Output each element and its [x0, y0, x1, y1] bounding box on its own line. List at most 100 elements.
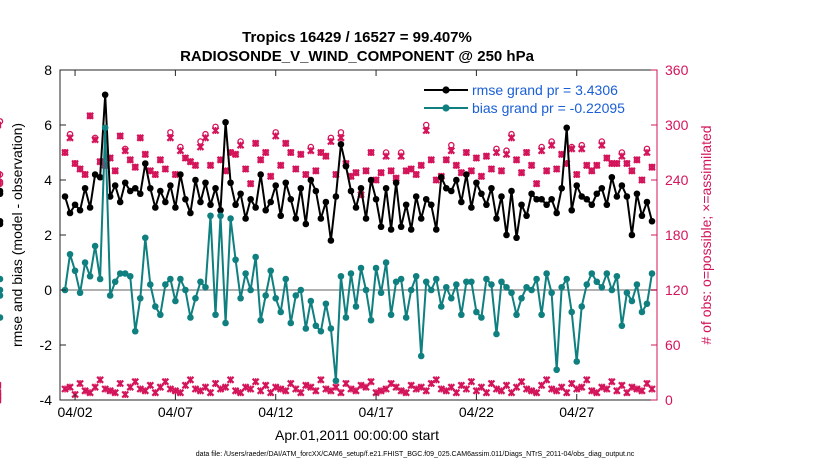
- rmse-point: [633, 190, 641, 198]
- bias-point: [397, 275, 405, 283]
- obs-possible-point: [0, 171, 4, 178]
- bias-point: [407, 286, 415, 294]
- bias-point: [553, 366, 560, 374]
- bias-point: [227, 215, 234, 222]
- obs-assimilated-point: [633, 156, 641, 164]
- bias-point: [643, 300, 651, 308]
- obs-assimilated-point: [231, 150, 240, 159]
- obs-assimilated-point: [588, 167, 596, 175]
- rmse-point: [648, 217, 656, 225]
- obs-assimilated-point: [352, 168, 360, 177]
- obs-assimilated-point: [66, 383, 74, 391]
- rmse-point: [322, 198, 330, 206]
- bias-point: [167, 275, 174, 283]
- rmse-point: [121, 179, 129, 187]
- rmse-point: [523, 212, 530, 220]
- rmse-point: [212, 184, 219, 192]
- obs-assimilated-point: [382, 385, 390, 393]
- bias-point: [382, 259, 390, 266]
- obs-assimilated-point: [618, 152, 626, 160]
- obs-assimilated-point: [281, 387, 290, 395]
- obs-assimilated-point: [593, 388, 601, 397]
- obs-assimilated-point: [588, 387, 596, 395]
- obs-assimilated-point: [477, 383, 486, 391]
- obs-assimilated-point: [517, 168, 526, 177]
- obs-assimilated-point: [512, 383, 521, 391]
- y-tick-label: 6: [44, 117, 52, 133]
- rmse-point: [478, 190, 485, 198]
- rmse-point: [397, 223, 405, 231]
- obs-assimilated-point: [211, 126, 220, 135]
- obs-assimilated-point: [206, 161, 215, 170]
- obs-assimilated-point: [562, 388, 571, 397]
- rmse-point: [147, 184, 154, 192]
- obs-assimilated-point: [427, 156, 436, 164]
- obs-assimilated-point: [196, 143, 205, 151]
- bias-point: [136, 294, 144, 302]
- rmse-point: [272, 182, 280, 189]
- bias-point: [377, 289, 385, 297]
- bias-point: [212, 311, 219, 319]
- obs-assimilated-point: [111, 167, 119, 175]
- obs-assimilated-point: [537, 146, 546, 155]
- rmse-point: [357, 184, 365, 192]
- obs-assimilated-point: [261, 148, 270, 157]
- rmse-point: [81, 184, 89, 192]
- rmse-point: [458, 198, 465, 206]
- obs-assimilated-point: [492, 148, 501, 157]
- y-right-tick-label: 360: [665, 62, 689, 78]
- obs-assimilated-point: [582, 376, 591, 384]
- bias-point: [437, 303, 445, 310]
- rmse-point: [553, 209, 560, 217]
- obs-assimilated-point: [628, 383, 636, 391]
- obs-assimilated-point: [166, 385, 175, 393]
- obs-assimilated-point: [171, 387, 180, 395]
- rmse-point: [126, 187, 134, 195]
- bias-point: [357, 264, 365, 272]
- obs-assimilated-point: [357, 381, 365, 390]
- obs-assimilated-point: [397, 152, 405, 160]
- obs-assimilated-point: [86, 388, 94, 397]
- rmse-point: [608, 173, 616, 181]
- rmse-point: [327, 237, 335, 244]
- bias-point: [593, 278, 601, 286]
- rmse-point: [503, 231, 510, 239]
- obs-assimilated-point: [497, 167, 506, 175]
- rmse-point: [71, 201, 79, 209]
- obs-assimilated-point: [367, 377, 375, 386]
- x-tick-label: 04/02: [58, 404, 93, 420]
- obs-assimilated-point: [407, 165, 415, 173]
- obs-assimilated-point: [517, 377, 526, 386]
- bias-point: [432, 275, 440, 283]
- obs-assimilated-point: [557, 383, 566, 391]
- rmse-point: [162, 198, 169, 206]
- rmse-point: [498, 193, 505, 200]
- rmse-point: [538, 195, 545, 203]
- obs-assimilated-point: [367, 148, 375, 157]
- y-right-tick-label: 120: [665, 282, 689, 298]
- legend-rmse-label: rmse grand pr = 3.4306: [472, 82, 618, 98]
- obs-assimilated-point: [507, 388, 516, 397]
- bias-point: [131, 327, 139, 335]
- rmse-point: [463, 171, 470, 178]
- rmse-point: [192, 176, 199, 184]
- bias-point: [222, 319, 229, 327]
- obs-possible-point: [0, 118, 4, 125]
- bias-point: [247, 286, 254, 294]
- obs-assimilated-point: [266, 172, 275, 181]
- rmse-point: [528, 190, 535, 198]
- bias-point: [598, 283, 606, 291]
- bias-point: [347, 270, 355, 277]
- rmse-point: [277, 212, 285, 220]
- y-tick-label: 4: [44, 172, 52, 188]
- bias-point: [322, 300, 330, 308]
- obs-assimilated-point: [71, 159, 79, 168]
- rmse-point: [202, 179, 209, 187]
- bias-point: [242, 270, 249, 277]
- obs-assimilated-point: [191, 385, 200, 393]
- obs-assimilated-point: [422, 126, 431, 135]
- bias-point: [141, 234, 149, 242]
- x-tick-label: 04/17: [359, 404, 394, 420]
- obs-assimilated-point: [467, 377, 476, 386]
